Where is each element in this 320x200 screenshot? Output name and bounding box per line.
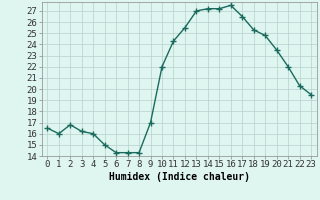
X-axis label: Humidex (Indice chaleur): Humidex (Indice chaleur) — [109, 172, 250, 182]
